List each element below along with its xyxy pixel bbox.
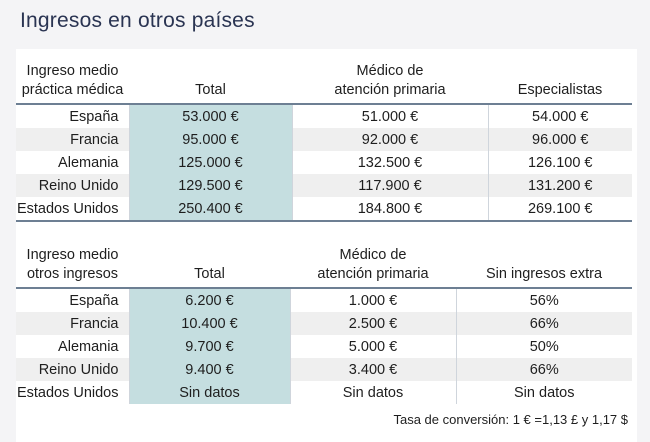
header-primary-care: Médico de atención primaria xyxy=(292,62,488,104)
header-line: Médico de xyxy=(356,63,424,79)
header-line: otros ingresos xyxy=(26,266,119,282)
total-cell: 10.400 € xyxy=(128,312,291,335)
total-cell: 250.400 € xyxy=(128,197,293,222)
table-row: Alemania 9.700 € 5.000 € 50% xyxy=(16,335,632,358)
header-total: Total xyxy=(194,266,225,282)
table-row: España 53.000 € 51.000 € 54.000 € xyxy=(16,104,632,128)
table-other-income: Ingreso medio otros ingresos Total Médic… xyxy=(16,246,632,404)
specialists-cell: 96.000 € xyxy=(487,128,632,151)
table-row: Reino Unido 129.500 €117.900 €131.200 € xyxy=(16,174,632,197)
table-row: Francia 95.000 €92.000 €96.000 € xyxy=(16,128,632,151)
header-category: Ingreso medio práctica médica xyxy=(16,62,129,104)
country-cell: Alemania xyxy=(58,338,119,355)
conversion-note: Tasa de conversión: 1 € =1,13 £ y 1,17 $ xyxy=(393,412,628,427)
header-line: Ingreso medio xyxy=(26,247,119,263)
table-row: Estados Unidos 250.400 €184.800 €269.100 … xyxy=(16,197,632,222)
primary-care-cell: 2.500 € xyxy=(290,312,456,335)
country-cell: España xyxy=(69,108,119,125)
no-extra-income-cell: 56% xyxy=(455,288,632,312)
header-primary-care: Médico de atención primaria xyxy=(290,246,456,288)
total-cell: 9.700 € xyxy=(128,335,291,358)
primary-care-cell: 51.000 € xyxy=(361,108,419,125)
table-row: España 6.200 € 1.000 € 56% xyxy=(16,288,632,312)
table-header-row: Ingreso medio práctica médica Total Médi… xyxy=(16,62,632,104)
primary-care-cell: 92.000 € xyxy=(292,128,488,151)
no-extra-income-cell: 50% xyxy=(455,335,632,358)
specialists-cell: 54.000 € xyxy=(487,104,632,128)
country-cell: Reino Unido xyxy=(16,174,129,197)
table-row: Francia 10.400 €2.500 €66% xyxy=(16,312,632,335)
specialists-cell: 269.100 € xyxy=(487,197,632,222)
country-cell: Estados Unidos xyxy=(16,197,129,222)
total-cell: 53.000 € xyxy=(128,104,293,128)
country-cell: Alemania xyxy=(58,154,119,171)
header-line: Médico de xyxy=(339,247,407,263)
header-category: Ingreso medio otros ingresos xyxy=(16,246,129,288)
table-row: Reino Unido 9.400 €3.400 €66% xyxy=(16,358,632,381)
primary-care-cell: 184.800 € xyxy=(292,197,488,222)
table-practice-income: Ingreso medio práctica médica Total Médi… xyxy=(16,62,632,222)
header-specialists: Especialistas xyxy=(517,82,603,98)
header-line: atención primaria xyxy=(317,266,429,282)
specialists-cell: 126.100 € xyxy=(487,151,632,174)
country-cell: España xyxy=(69,292,119,309)
header-total: Total xyxy=(195,82,226,98)
primary-care-cell: 5.000 € xyxy=(348,338,398,355)
primary-care-cell: 3.400 € xyxy=(290,358,456,381)
table-row: Estados Unidos Sin datos Sin datos Sin dato… xyxy=(16,381,632,404)
specialists-cell: 131.200 € xyxy=(487,174,632,197)
header-line: atención primaria xyxy=(334,82,446,98)
table-row: Alemania 125.000 € 132.500 € 126.100 € xyxy=(16,151,632,174)
header-no-extra-income: Sin ingresos extra xyxy=(485,266,603,282)
country-cell: Francia xyxy=(16,312,129,335)
header-line: Ingreso medio xyxy=(26,63,119,79)
country-cell: Reino Unido xyxy=(16,358,129,381)
no-extra-income-cell: 66% xyxy=(455,358,632,381)
total-cell: 9.400 € xyxy=(128,358,291,381)
country-cell: Francia xyxy=(16,128,129,151)
total-cell: 125.000 € xyxy=(128,151,293,174)
primary-care-cell: 1.000 € xyxy=(348,292,398,309)
no-extra-income-cell: 66% xyxy=(455,312,632,335)
no-extra-income-cell: Sin datos xyxy=(455,381,632,404)
total-cell: 6.200 € xyxy=(128,288,291,312)
country-cell: Estados Unidos xyxy=(16,384,119,401)
table-header-row: Ingreso medio otros ingresos Total Médic… xyxy=(16,246,632,288)
total-cell: 95.000 € xyxy=(128,128,293,151)
header-line: práctica médica xyxy=(21,82,124,98)
primary-care-cell: Sin datos xyxy=(342,384,404,401)
primary-care-cell: 117.900 € xyxy=(292,174,488,197)
primary-care-cell: 132.500 € xyxy=(357,154,423,171)
total-cell: Sin datos xyxy=(128,381,291,404)
page-title: Ingresos en otros países xyxy=(20,9,255,32)
total-cell: 129.500 € xyxy=(128,174,293,197)
